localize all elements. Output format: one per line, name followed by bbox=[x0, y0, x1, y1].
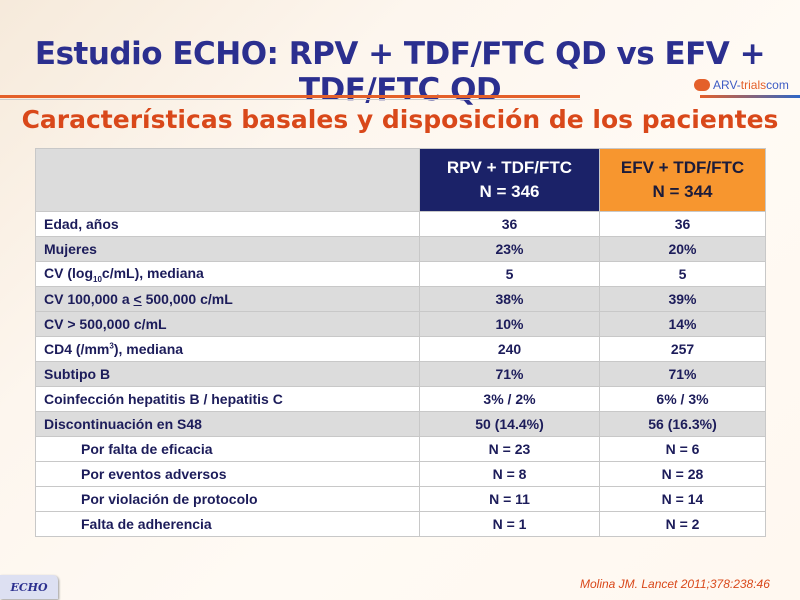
header-n: N = 344 bbox=[652, 182, 713, 201]
row-label: 500,000 c/mL bbox=[141, 291, 233, 307]
row-label-symbol: < bbox=[133, 291, 142, 307]
citation: Molina JM. Lancet 2011;378:238:46 bbox=[580, 577, 770, 591]
logo-text: trials bbox=[740, 78, 767, 92]
rpv-value: N = 1 bbox=[419, 511, 600, 537]
row-label: Mujeres bbox=[44, 241, 97, 257]
row-label: Por violación de protocolo bbox=[81, 491, 258, 507]
rpv-value: 38% bbox=[419, 286, 600, 312]
row-label: Discontinuación en S48 bbox=[44, 416, 202, 432]
echo-badge: ECHO bbox=[0, 575, 58, 599]
header-empty bbox=[35, 148, 420, 212]
row-label-cell: CV 100,000 a < 500,000 c/mL bbox=[35, 286, 420, 312]
header-n: N = 346 bbox=[479, 182, 540, 201]
efv-value: 5 bbox=[599, 261, 766, 287]
rpv-value: 36 bbox=[419, 211, 600, 237]
header-arm: RPV + TDF/FTC bbox=[446, 158, 573, 177]
divider bbox=[0, 99, 580, 100]
efv-value: 20% bbox=[599, 236, 766, 262]
row-label: CV > 500,000 c/mL bbox=[44, 316, 167, 332]
efv-value: 6% / 3% bbox=[599, 386, 766, 412]
row-label-cell: CD4 (/mm3), mediana bbox=[35, 336, 420, 362]
table-row: CD4 (/mm3), mediana 240 257 bbox=[35, 336, 766, 362]
efv-value: N = 14 bbox=[599, 486, 766, 512]
efv-value: 39% bbox=[599, 286, 766, 312]
row-label-cell: CV (log10c/mL), mediana bbox=[35, 261, 420, 287]
rpv-value: 240 bbox=[419, 336, 600, 362]
table-row: Por violación de protocolo N = 11 N = 14 bbox=[35, 486, 766, 512]
row-label: Por eventos adversos bbox=[81, 466, 227, 482]
row-label-cell: Edad, años bbox=[35, 211, 420, 237]
row-label: Subtipo B bbox=[44, 366, 111, 382]
row-label: CV 100,000 a bbox=[44, 291, 134, 307]
rpv-value: N = 8 bbox=[419, 461, 600, 487]
row-label: ), mediana bbox=[113, 341, 184, 357]
table-row: Por falta de eficacia N = 23 N = 6 bbox=[35, 436, 766, 462]
efv-value: N = 28 bbox=[599, 461, 766, 487]
header-efv: EFV + TDF/FTC N = 344 bbox=[599, 148, 766, 212]
logo-text: ARV- bbox=[713, 78, 741, 92]
divider bbox=[0, 95, 580, 98]
header-rpv: RPV + TDF/FTC N = 346 bbox=[419, 148, 600, 212]
header-arm: EFV + TDF/FTC bbox=[620, 158, 745, 177]
row-label: Por falta de eficacia bbox=[81, 441, 213, 457]
table-row: Subtipo B 71% 71% bbox=[35, 361, 766, 387]
logo-text: com bbox=[766, 78, 789, 92]
efv-value: 36 bbox=[599, 211, 766, 237]
table-row: Mujeres 23% 20% bbox=[35, 236, 766, 262]
row-label: Coinfección hepatitis B / hepatitis C bbox=[44, 391, 283, 407]
table-row: CV > 500,000 c/mL 10% 14% bbox=[35, 311, 766, 337]
row-label-cell: Coinfección hepatitis B / hepatitis C bbox=[35, 386, 420, 412]
row-label-cell: CV > 500,000 c/mL bbox=[35, 311, 420, 337]
row-label-cell: Por eventos adversos bbox=[35, 461, 420, 487]
row-label: Edad, años bbox=[44, 216, 119, 232]
row-label-cell: Mujeres bbox=[35, 236, 420, 262]
efv-value: 14% bbox=[599, 311, 766, 337]
row-label-cell: Por falta de eficacia bbox=[35, 436, 420, 462]
efv-value: 257 bbox=[599, 336, 766, 362]
rpv-value: N = 11 bbox=[419, 486, 600, 512]
arv-trials-logo: ARV-trials com bbox=[694, 78, 789, 92]
row-label-cell: Falta de adherencia bbox=[35, 511, 420, 537]
rpv-value: 50 (14.4%) bbox=[419, 411, 600, 437]
table-row: Discontinuación en S48 50 (14.4%) 56 (16.3… bbox=[35, 411, 766, 437]
table-row: Edad, años 36 36 bbox=[35, 211, 766, 237]
rpv-value: 10% bbox=[419, 311, 600, 337]
row-label-cell: Discontinuación en S48 bbox=[35, 411, 420, 437]
row-label: CD4 (/mm bbox=[44, 341, 110, 357]
rpv-value: 3% / 2% bbox=[419, 386, 600, 412]
row-label-sub: 10 bbox=[93, 274, 102, 284]
row-label: c/mL), mediana bbox=[101, 264, 204, 281]
row-label-sup: 3 bbox=[109, 341, 114, 351]
table-row: CV 100,000 a < 500,000 c/mL 38% 39% bbox=[35, 286, 766, 312]
efv-value: 56 (16.3%) bbox=[599, 411, 766, 437]
rpv-value: N = 23 bbox=[419, 436, 600, 462]
baseline-table: RPV + TDF/FTC N = 346 EFV + TDF/FTC N = 34… bbox=[35, 148, 766, 537]
efv-value: 71% bbox=[599, 361, 766, 387]
pill-icon bbox=[694, 79, 710, 91]
row-label-cell: Subtipo B bbox=[35, 361, 420, 387]
table-row: Coinfección hepatitis B / hepatitis C 3% … bbox=[35, 386, 766, 412]
rpv-value: 23% bbox=[419, 236, 600, 262]
rpv-value: 71% bbox=[419, 361, 600, 387]
efv-value: N = 6 bbox=[599, 436, 766, 462]
row-label-cell: Por violación de protocolo bbox=[35, 486, 420, 512]
efv-value: N = 2 bbox=[599, 511, 766, 537]
slide-title: Estudio ECHO: RPV + TDF/FTC QD vs EFV + … bbox=[34, 36, 766, 108]
divider bbox=[700, 95, 800, 98]
row-label: Falta de adherencia bbox=[81, 516, 212, 532]
rpv-value: 5 bbox=[419, 261, 600, 287]
row-label: CV (log bbox=[44, 264, 93, 281]
table-row: CV (log10c/mL), mediana 5 5 bbox=[35, 261, 766, 287]
slide-subtitle: Características basales y disposición de… bbox=[21, 105, 779, 134]
